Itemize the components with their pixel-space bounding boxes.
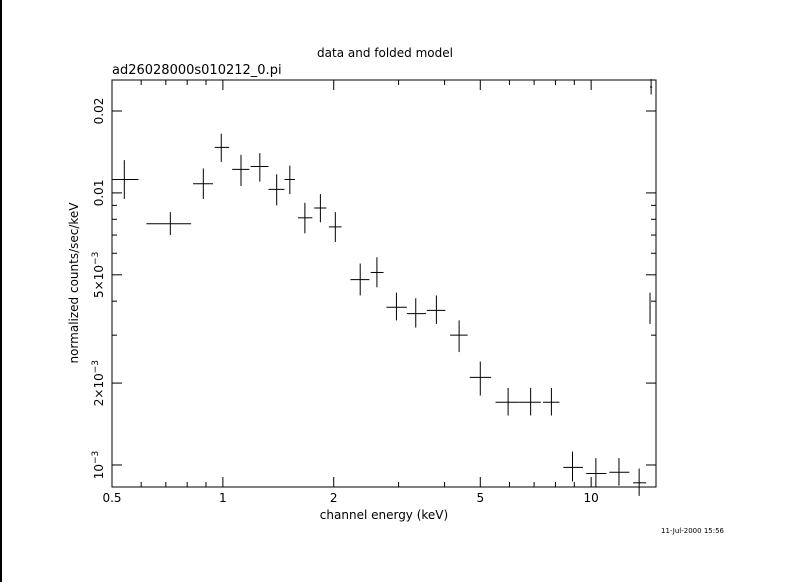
x-tick-labels: 0.5 1 2 5 10 xyxy=(102,491,598,505)
y-tick-labels: 10−3 2×10−3 5×10−3 0.01 0.02 xyxy=(91,98,106,480)
x-tick-label: 2 xyxy=(330,491,338,505)
data-point xyxy=(112,160,139,199)
data-point xyxy=(633,468,647,496)
axis-ticks xyxy=(111,80,656,487)
data-point xyxy=(350,263,370,296)
y-tick-label: 2×10−3 xyxy=(91,360,106,406)
data-point xyxy=(314,194,327,223)
x-tick-label: 10 xyxy=(584,491,599,505)
data-point xyxy=(284,165,296,195)
data-point xyxy=(298,202,313,234)
y-tick-label: 10−3 xyxy=(91,451,106,480)
data-point xyxy=(268,174,285,206)
data-point xyxy=(563,451,583,482)
chart-title: data and folded model xyxy=(317,46,453,60)
data-point xyxy=(193,168,213,199)
x-tick-label: 0.5 xyxy=(102,491,121,505)
data-point xyxy=(586,458,607,487)
data-point xyxy=(495,387,520,416)
chart-subtitle: ad26028000s010212_0.pi xyxy=(112,63,282,78)
x-tick-label: 1 xyxy=(219,491,227,505)
y-tick-label: 0.01 xyxy=(92,180,106,207)
data-point xyxy=(649,292,651,324)
y-axis-label: normalized counts/sec/keV xyxy=(67,202,81,364)
data-point xyxy=(370,257,384,288)
y-tick-label: 5×10−3 xyxy=(91,252,106,298)
data-point xyxy=(386,292,407,321)
data-point xyxy=(542,387,560,416)
x-axis-label: channel energy (keV) xyxy=(320,508,448,522)
data-point xyxy=(426,295,446,324)
data-point xyxy=(609,458,630,486)
data-point xyxy=(450,320,468,353)
y-tick-label: 0.02 xyxy=(92,98,106,125)
data-point xyxy=(146,212,192,236)
data-point xyxy=(214,133,230,162)
plot-frame xyxy=(111,79,657,488)
window-left-border xyxy=(0,0,2,582)
data-point xyxy=(250,153,269,182)
data-point xyxy=(232,154,250,187)
timestamp: 11-Jul-2000 15:56 xyxy=(661,527,725,535)
x-tick-label: 5 xyxy=(476,491,484,505)
data-point xyxy=(328,212,342,243)
data-point xyxy=(650,79,653,95)
data-point xyxy=(519,387,541,416)
data-point xyxy=(469,361,492,396)
data-points xyxy=(112,79,653,496)
data-point xyxy=(406,298,426,328)
